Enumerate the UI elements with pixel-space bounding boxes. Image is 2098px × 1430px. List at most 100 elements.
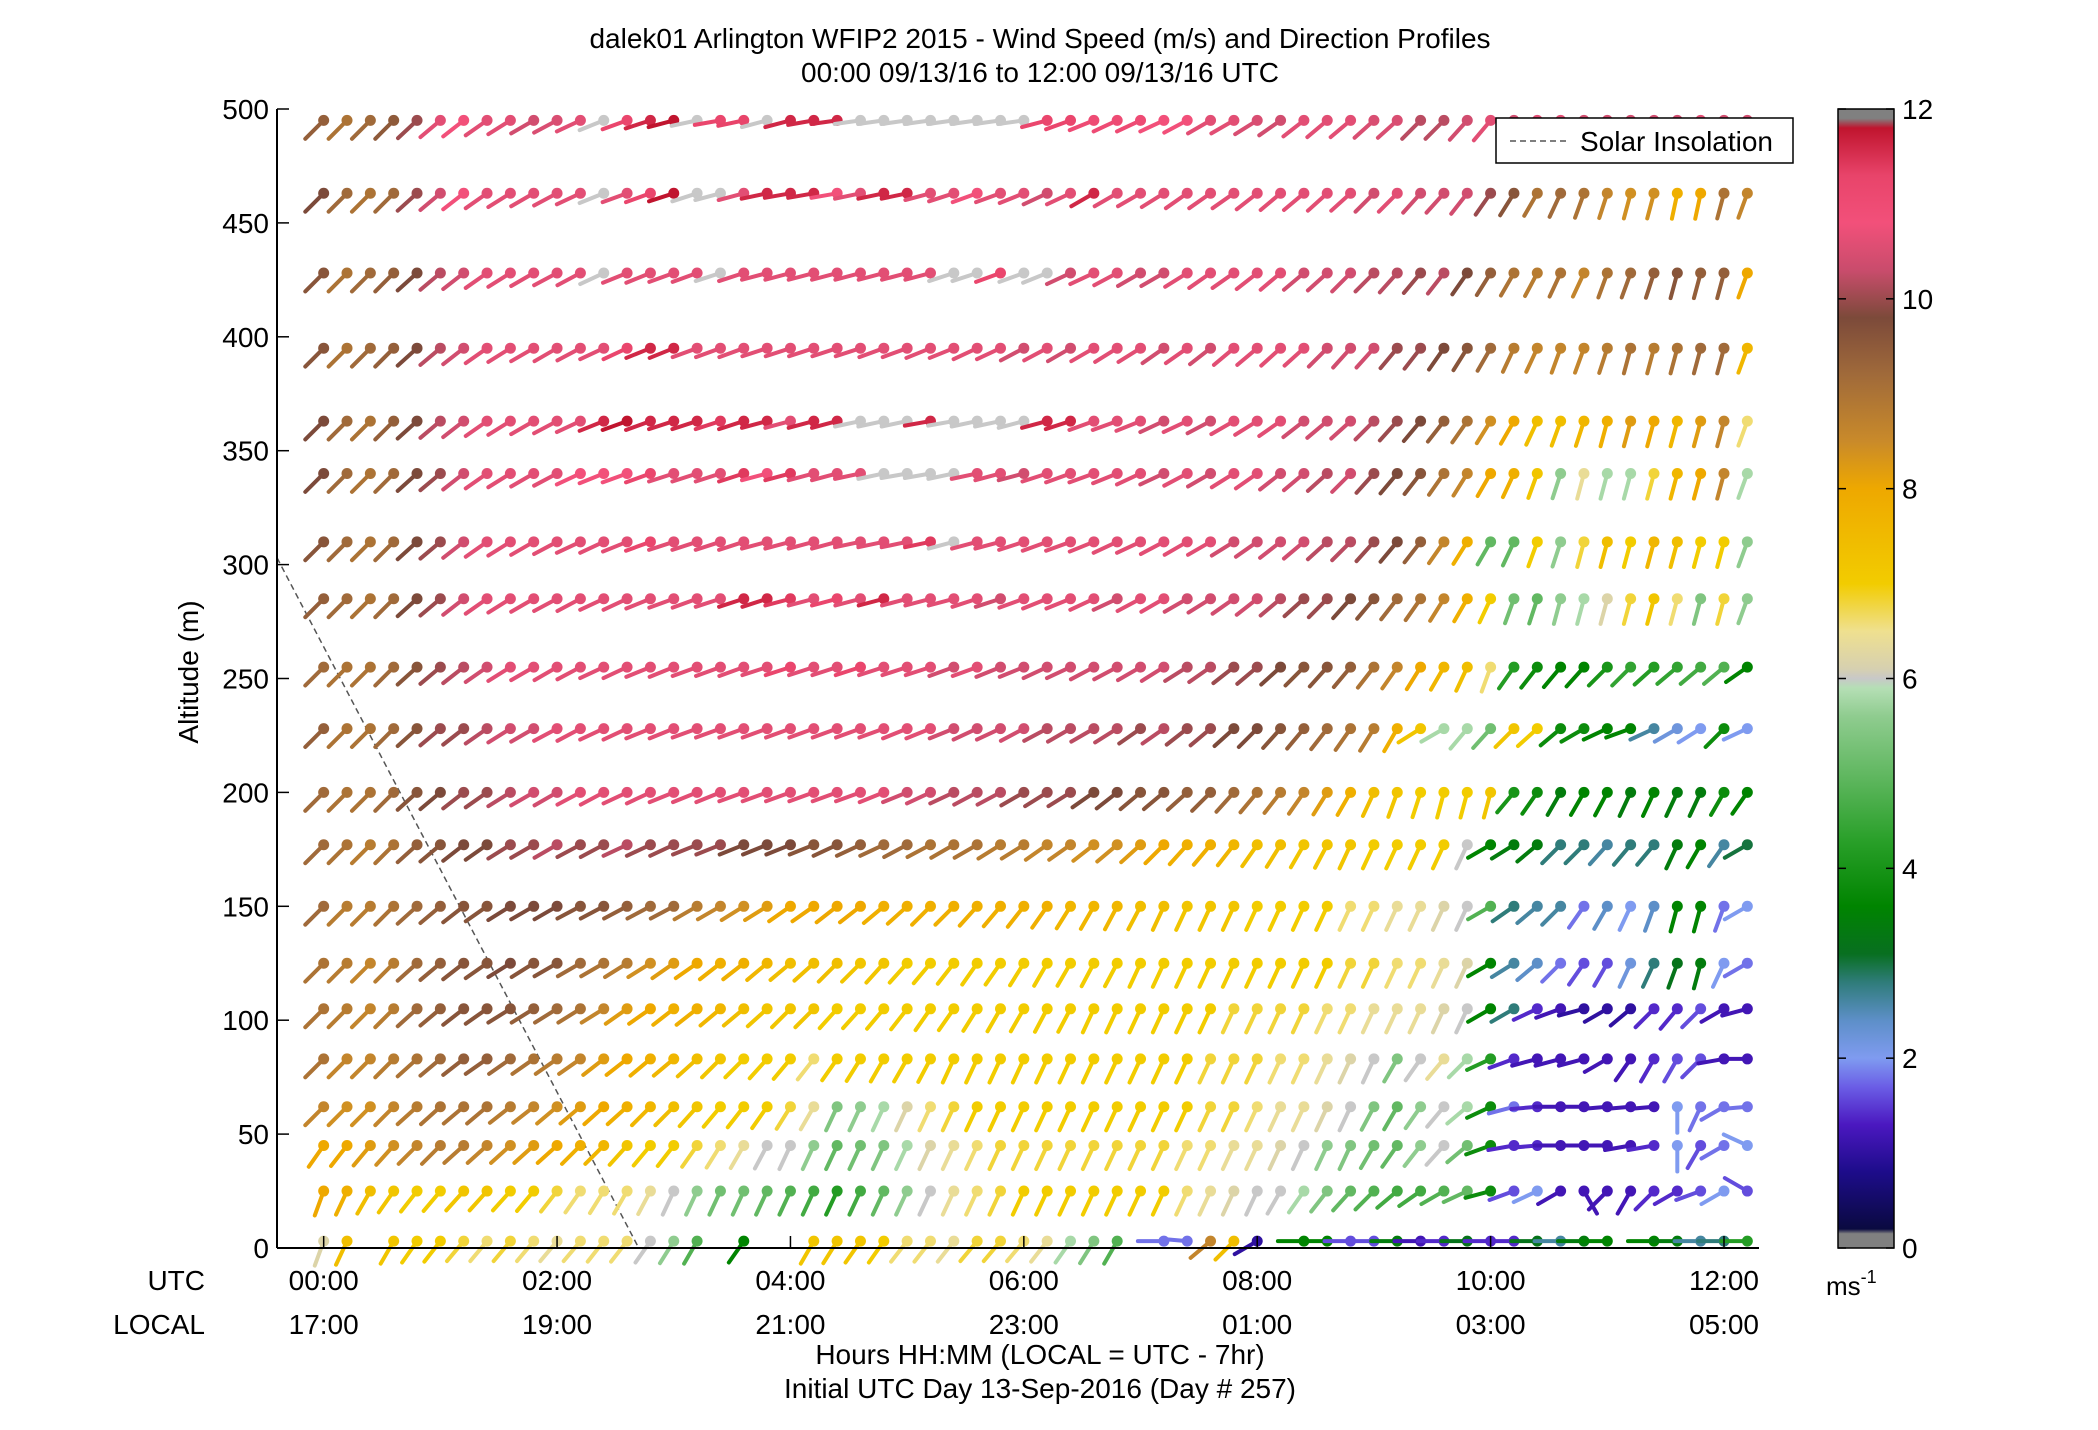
wind-barb-dot: [528, 267, 540, 279]
wind-barb-dot: [434, 114, 446, 126]
wind-barb-dot: [598, 114, 610, 126]
wind-barb-dot: [948, 957, 960, 969]
wind-barb-dot: [364, 661, 376, 673]
wind-barb-dot: [994, 723, 1006, 735]
wind-barb-dot: [1205, 1139, 1217, 1151]
wind-barb-dot: [1438, 1003, 1450, 1015]
wind-barb-dot: [878, 786, 890, 798]
wind-barb-dot: [1531, 900, 1543, 912]
wind-barb-dot: [318, 114, 330, 126]
wind-barb-dot: [318, 1139, 330, 1151]
wind-barb-dot: [994, 1235, 1006, 1247]
wind-barb-dot: [1345, 267, 1357, 279]
wind-barb-dot: [1321, 1139, 1333, 1151]
wind-barb-dot: [761, 114, 773, 126]
wind-barb-dot: [434, 1101, 446, 1113]
y-tick-label: 350: [222, 436, 269, 467]
wind-barb-dot: [551, 467, 563, 479]
wind-barb-dot: [1438, 839, 1450, 851]
wind-barb-dot: [1018, 342, 1030, 354]
wind-barb-dot: [1391, 1101, 1403, 1113]
wind-barb-dot: [1601, 267, 1613, 279]
wind-barb-dot: [1648, 1185, 1660, 1197]
wind-barb-dot: [1508, 593, 1520, 605]
wind-barb-dot: [1275, 1053, 1287, 1065]
wind-barb-dot: [831, 342, 843, 354]
wind-barb-dot: [1345, 1139, 1357, 1151]
wind-barb-dot: [1741, 839, 1753, 851]
wind-barb-dot: [668, 1235, 680, 1247]
wind-barb-dot: [1228, 187, 1240, 199]
wind-barb-dot: [1088, 723, 1100, 735]
wind-barb-dot: [551, 786, 563, 798]
wind-barb-dot: [971, 1003, 983, 1015]
wind-barb-dot: [644, 415, 656, 427]
wind-barb-dot: [1345, 467, 1357, 479]
wind-barb-dot: [1181, 1235, 1193, 1247]
wind-barb-dot: [388, 723, 400, 735]
wind-barb-dot: [1555, 467, 1567, 479]
wind-barb-dot: [1461, 114, 1473, 126]
wind-barb-dot: [621, 267, 633, 279]
wind-barb-dot: [1158, 786, 1170, 798]
wind-barb-dot: [574, 1101, 586, 1113]
wind-barb-dot: [574, 114, 586, 126]
wind-barb-dot: [994, 267, 1006, 279]
wind-barb-dot: [1298, 467, 1310, 479]
wind-barb-dot: [784, 267, 796, 279]
wind-barb-dot: [1415, 900, 1427, 912]
wind-barb-dot: [1018, 900, 1030, 912]
wind-barb-dot: [1741, 1053, 1753, 1065]
wind-barb-dot: [878, 267, 890, 279]
wind-barb-dot: [621, 593, 633, 605]
wind-barb-dot: [691, 723, 703, 735]
wind-barb-dot: [1018, 536, 1030, 548]
wind-barb-dot: [1275, 786, 1287, 798]
wind-barb-dot: [1695, 1185, 1707, 1197]
wind-barb-dot: [1041, 1185, 1053, 1197]
wind-barb-dot: [761, 415, 773, 427]
wind-barb-dot: [458, 1235, 470, 1247]
wind-barb-dot: [1648, 723, 1660, 735]
y-tick-label: 500: [222, 94, 269, 125]
wind-barb-dot: [1181, 415, 1193, 427]
wind-barb-dot: [388, 661, 400, 673]
wind-barb-dot: [1508, 187, 1520, 199]
wind-barb-dot: [1205, 957, 1217, 969]
wind-barb-dot: [738, 1053, 750, 1065]
y-tick-label: 450: [222, 208, 269, 239]
wind-barb-dot: [1601, 900, 1613, 912]
wind-barb-dot: [1555, 957, 1567, 969]
wind-barb-dot: [551, 267, 563, 279]
wind-barb-dot: [1345, 536, 1357, 548]
wind-barb-dot: [1601, 1003, 1613, 1015]
wind-barb-dot: [1205, 1053, 1217, 1065]
wind-barb-dot: [1321, 267, 1333, 279]
wind-barb-dot: [1018, 723, 1030, 735]
wind-barb-dot: [1181, 114, 1193, 126]
wind-barb-dot: [1181, 536, 1193, 548]
wind-barb-dot: [1461, 593, 1473, 605]
wind-barb-dot: [1088, 1003, 1100, 1015]
wind-barb-dot: [458, 267, 470, 279]
wind-barb-dot: [1625, 342, 1637, 354]
wind-barb-dot: [1275, 1139, 1287, 1151]
wind-barb-dot: [1485, 786, 1497, 798]
wind-barb-dot: [1158, 1139, 1170, 1151]
wind-barb-dot: [808, 1235, 820, 1247]
wind-barb-dot: [714, 467, 726, 479]
wind-barb-dot: [574, 187, 586, 199]
wind-barb-dot: [1648, 467, 1660, 479]
wind-barb-dot: [1135, 900, 1147, 912]
wind-barb-dot: [1298, 786, 1310, 798]
wind-barb-dot: [738, 1003, 750, 1015]
wind-barb-dot: [1368, 1053, 1380, 1065]
wind-barb-dot: [1018, 415, 1030, 427]
wind-barb-dot: [1251, 536, 1263, 548]
wind-barb-dot: [1718, 593, 1730, 605]
wind-barb-dot: [1718, 267, 1730, 279]
wind-barb-dot: [691, 593, 703, 605]
wind-barb-dot: [1531, 267, 1543, 279]
wind-barb-dot: [1205, 786, 1217, 798]
wind-barb-dot: [504, 786, 516, 798]
